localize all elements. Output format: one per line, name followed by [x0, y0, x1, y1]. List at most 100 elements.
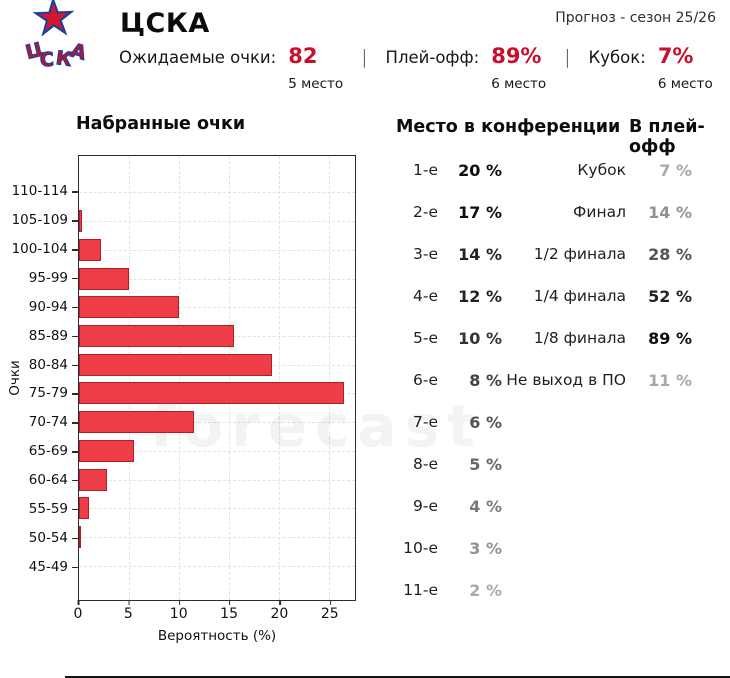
stat-separator: | — [361, 46, 368, 68]
logo-letter-a: А — [68, 39, 89, 65]
probability-bar — [79, 324, 234, 347]
conference-row-value: 6 % — [469, 412, 502, 432]
y-tick-label: 50-54 — [0, 523, 78, 552]
chart-bar-row — [79, 178, 355, 207]
playoff-row-value: 89 % — [648, 328, 692, 348]
stat-place: 6 место — [657, 76, 713, 92]
chart-bar-row — [79, 523, 355, 552]
chart-x-tick-labels: 0 5 10 15 20 25 — [74, 600, 356, 624]
chart-bar-row — [79, 436, 355, 465]
playoff-row-label: Не выход в ПО — [506, 371, 626, 389]
x-tick-label: 25 — [320, 600, 339, 622]
conference-row-value: 3 % — [469, 538, 502, 558]
gridline — [179, 156, 180, 600]
gridline — [228, 156, 230, 600]
y-tick-label: 65-69 — [0, 437, 78, 466]
chart-bar-row — [79, 235, 355, 264]
chart-bars — [79, 156, 355, 600]
playoff-row-value: 14 % — [648, 202, 692, 222]
star-icon: ★ — [31, 0, 76, 46]
gridline — [329, 156, 330, 600]
y-tick-label: 80-84 — [0, 350, 78, 379]
probability-bar — [79, 238, 101, 261]
playoff-row-value: 28 % — [648, 244, 692, 264]
y-tick-label: 105-109 — [0, 206, 78, 235]
probability-bar — [79, 468, 107, 491]
conference-table: 1-е 20 % 2-е 17 % 3-е 14 % 4-е 12 % 5-е 10 % 6-е 8 … — [396, 149, 502, 611]
stat-value: 7% — [657, 44, 694, 68]
logo-letter-s: С — [39, 48, 56, 72]
chart-bar-row — [79, 551, 355, 580]
stat-label: Плей-офф: — [385, 48, 480, 67]
y-tick-label: 60-64 — [0, 466, 78, 495]
playoff-row-label: 1/8 финала — [533, 329, 626, 347]
cska-logo: ★ Ц С К А — [23, 0, 90, 88]
conference-row-label: 2-е — [413, 203, 438, 221]
x-tick-label: 20 — [270, 600, 289, 622]
conference-row-label: 6-е — [413, 371, 438, 389]
conference-row-value: 10 % — [458, 328, 502, 348]
probability-bar — [79, 382, 344, 405]
points-histogram — [78, 155, 356, 601]
conference-row-label: 11-е — [403, 581, 438, 599]
playoff-section-title: В плей-офф — [629, 117, 705, 157]
chart-bar-row — [79, 494, 355, 523]
conference-row-value: 4 % — [469, 496, 502, 516]
y-tick-label: 100-104 — [0, 235, 78, 264]
probability-bar — [79, 267, 129, 290]
x-tick-label: 0 — [73, 600, 83, 622]
chart-x-axis-label: Вероятность (%) — [157, 628, 277, 644]
conference-row-value: 2 % — [469, 580, 502, 600]
playoff-row-value: 7 % — [659, 160, 692, 180]
chart-bar-row — [79, 465, 355, 494]
summary-stats: Ожидаемые очки: 82 5 место | Плей-офф: 8… — [119, 44, 713, 92]
x-tick-label: 15 — [220, 600, 238, 622]
playoff-table: Кубок 7 % Финал 14 % 1/2 финала 28 % 1/4 финал… — [506, 149, 692, 401]
conference-section-title: Место в конференции — [396, 117, 621, 137]
y-tick-label: 85-89 — [0, 321, 78, 350]
playoff-row-label: Кубок — [577, 161, 626, 179]
playoff-row-label: 1/4 финала — [533, 287, 626, 305]
y-tick-label: 90-94 — [0, 292, 78, 321]
x-tick-label: 5 — [123, 600, 133, 622]
conference-row-label: 1-е — [413, 161, 438, 179]
conference-row-value: 12 % — [458, 286, 502, 306]
probability-bar — [79, 411, 194, 434]
page-title: ЦСКА — [120, 8, 210, 39]
playoff-row-value: 52 % — [648, 286, 692, 306]
gridline — [279, 156, 280, 600]
bottom-divider — [65, 676, 730, 678]
chart-bar-row — [79, 264, 355, 293]
chart-bar-row — [79, 379, 355, 408]
stat-expected-points: Ожидаемые очки: 82 5 место — [119, 44, 343, 92]
chart-gridlines — [79, 156, 355, 600]
conference-row-value: 8 % — [469, 370, 502, 390]
stat-value: 89% — [491, 44, 542, 68]
chart-bar-row — [79, 293, 355, 322]
playoff-row-label: Финал — [573, 203, 626, 221]
probability-bar — [79, 296, 179, 319]
conference-row-label: 5-е — [413, 329, 438, 347]
playoff-row-value: 11 % — [648, 370, 692, 390]
conference-row-label: 10-е — [403, 539, 438, 557]
probability-bar — [79, 353, 272, 376]
stat-label: Ожидаемые очки: — [119, 48, 277, 67]
probability-bar — [79, 210, 82, 233]
conference-row-label: 7-е — [413, 413, 438, 431]
y-tick-label: 70-74 — [0, 408, 78, 437]
x-tick-label: 10 — [169, 600, 188, 622]
y-tick-label: 110-114 — [0, 177, 78, 206]
chart-title: Набранные очки — [76, 114, 246, 134]
probability-bar — [79, 439, 134, 462]
conference-row-label: 9-е — [413, 497, 438, 515]
stat-place: 6 место — [491, 76, 547, 92]
probability-bar — [79, 497, 89, 520]
stat-playoff: Плей-офф: 89% 6 место — [386, 44, 547, 92]
stat-label: Кубок: — [588, 48, 646, 67]
conference-row-label: 8-е — [413, 455, 438, 473]
y-tick-label: 55-59 — [0, 494, 78, 523]
conference-row-value: 5 % — [469, 454, 502, 474]
stat-cup: Кубок: 7% 6 место — [589, 44, 713, 92]
y-tick-label: 45-49 — [0, 552, 78, 581]
chart-bar-row — [79, 207, 355, 236]
